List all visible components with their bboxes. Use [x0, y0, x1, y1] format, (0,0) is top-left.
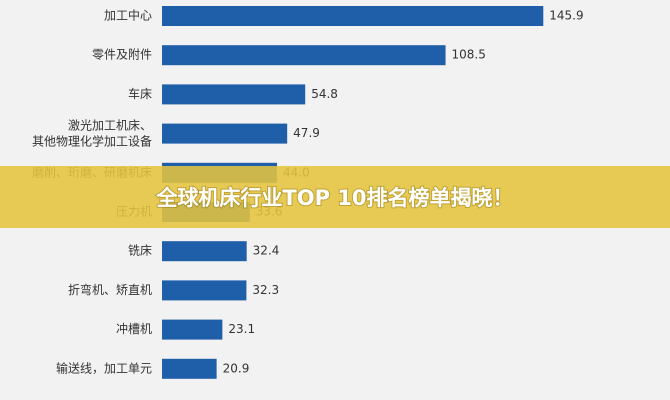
- y-tick-label: 激光加工机床、其他物理化学加工设备: [32, 118, 152, 148]
- y-tick-label: 折弯机、矫直机: [68, 282, 152, 297]
- bar: [162, 280, 247, 301]
- y-tick-label: 车床: [128, 86, 152, 101]
- bar: [162, 84, 306, 105]
- value-label: 20.9: [223, 361, 250, 375]
- bar: [162, 45, 446, 66]
- y-tick-label: 冲槽机: [116, 321, 152, 336]
- chart-title: 全球机床行业TOP 10排名榜单揭晓！: [155, 186, 513, 210]
- value-label: 108.5: [452, 48, 486, 62]
- banner: [0, 166, 670, 228]
- value-label: 32.3: [252, 283, 279, 297]
- y-tick-label: 零件及附件: [92, 48, 152, 62]
- bar: [162, 123, 288, 144]
- bar: [162, 241, 247, 262]
- bar: [162, 358, 217, 379]
- y-tick-label: 输送线，加工单元: [56, 360, 152, 375]
- value-label: 47.9: [293, 126, 320, 140]
- value-label: 23.1: [228, 322, 255, 336]
- bar: [162, 319, 223, 340]
- y-tick-label: 加工中心: [104, 8, 152, 23]
- value-label: 54.8: [311, 87, 338, 101]
- y-tick-label: 铣床: [128, 244, 152, 258]
- plot: 加工中心 145.9 零件及附件 108.5 车床 54.8 激光加工机床、其他物理化学加工…: [32, 6, 584, 379]
- value-label: 145.9: [549, 9, 583, 23]
- bar: [162, 6, 544, 26]
- value-label: 32.4: [253, 244, 280, 258]
